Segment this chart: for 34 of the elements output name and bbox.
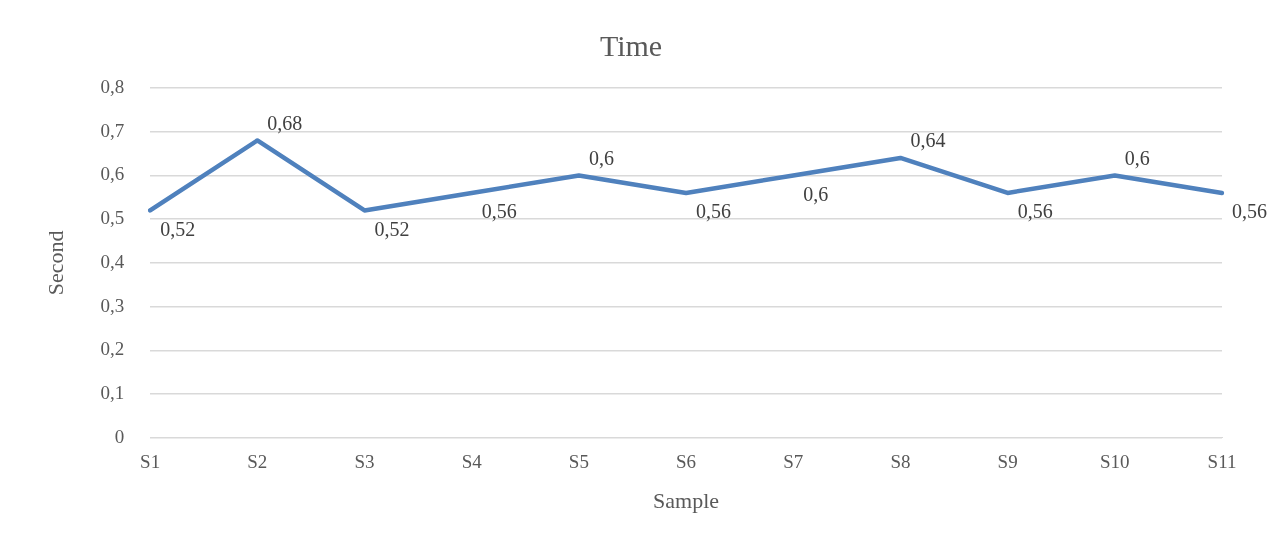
data-label: 0,64 <box>910 129 946 152</box>
data-label: 0,56 <box>1017 200 1053 223</box>
x-tick-label: S10 <box>1100 451 1130 473</box>
y-tick-label: 0,4 <box>100 250 125 272</box>
data-label: 0,56 <box>481 200 517 223</box>
y-tick-label: 0,7 <box>100 119 125 141</box>
x-tick-label: S4 <box>461 451 483 473</box>
data-label: 0,68 <box>267 111 303 134</box>
data-label: 0,52 <box>160 217 196 240</box>
x-axis-title: Sample <box>653 487 720 513</box>
x-tick-label: S7 <box>783 451 804 473</box>
y-tick-label: 0,3 <box>100 294 125 316</box>
data-label: 0,6 <box>588 146 614 169</box>
y-tick-label: 0,1 <box>100 382 125 404</box>
x-tick-label: S1 <box>140 451 161 473</box>
data-label: 0,56 <box>696 200 732 223</box>
x-tick-label: S8 <box>890 451 911 473</box>
chart-title: Time <box>599 28 663 62</box>
data-label: 0,52 <box>374 217 410 240</box>
data-label: 0,6 <box>803 182 829 205</box>
y-tick-label: 0,6 <box>100 163 125 185</box>
x-tick-label: S5 <box>568 451 589 473</box>
y-tick-label: 0,2 <box>100 338 125 360</box>
x-tick-label: S2 <box>247 451 268 473</box>
y-tick-label: 0,5 <box>100 207 125 229</box>
x-tick-label: S11 <box>1207 451 1237 473</box>
x-tick-label: S6 <box>676 451 697 473</box>
x-tick-label: S3 <box>354 451 375 473</box>
y-tick-label: 0 <box>114 425 125 447</box>
data-label: 0,56 <box>1232 200 1267 223</box>
data-label: 0,6 <box>1124 146 1150 169</box>
y-tick-label: 0,8 <box>100 75 125 97</box>
x-tick-label: S9 <box>997 451 1018 473</box>
y-axis-title: Second <box>42 230 68 296</box>
